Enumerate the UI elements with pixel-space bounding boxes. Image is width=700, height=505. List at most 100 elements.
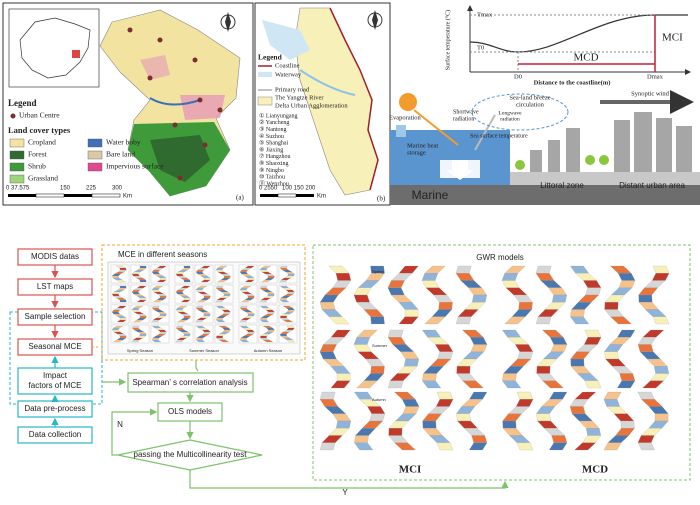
thumbnail-band [574,391,597,400]
annotation: storage [407,149,426,156]
thumbnail-band [247,331,255,335]
thumbnail-band [436,391,454,400]
thumbnail-band [604,351,619,360]
thumbnail-band [398,265,419,274]
thumbnail-band [279,265,288,269]
thumbnail-band [353,287,372,296]
thumbnail-band [223,275,231,279]
thumbnail-band [111,275,120,279]
thumbnail-band [403,358,419,367]
thumbnail-band [203,277,211,281]
thumbnail-band [267,275,275,279]
thumbnail-band [551,435,568,443]
thumbnail-band [603,442,622,451]
thumbnail-band [535,316,552,325]
city-label: ① Lianyungang [259,112,298,119]
thumbnail-band [638,287,658,296]
thumbnail-band [423,366,444,374]
thumbnail-band [395,413,417,422]
thumbnail-band [501,273,519,281]
thumbnail-band [239,319,248,323]
thumbnail-band [370,316,385,325]
thumbnail-band [544,428,566,436]
thumbnail-band [541,399,563,407]
thumbnail-band [260,317,268,321]
thumbnail-band [319,351,337,360]
land-impervious [180,95,225,120]
thumbnail-band [424,316,446,325]
city-label: ⑤ Shanghai [259,140,289,147]
map-b: Legend Coastline Waterway Primary road T… [254,2,391,206]
thumbnail-band [239,339,250,343]
thumbnail-band [151,287,160,291]
buildings [530,112,692,172]
thumbnail-band [505,287,528,296]
thumbnail-band [394,442,416,451]
thumbnail-band [183,333,191,337]
gwr-panel-frame [312,244,691,481]
flow-step: Sample selection [25,312,86,321]
thumbnail-band [402,406,420,414]
thumbnail-band [424,265,446,274]
thumbnail-band [159,295,167,299]
thumbnail-band [503,366,524,374]
flow-step: Data pre-process [24,404,85,413]
thumbnail-band [456,406,475,414]
thumbnail-band [637,435,655,443]
thumbnail-band [570,309,585,317]
thumbnail-band [542,329,564,338]
scale-label: 100 150 200 [282,186,316,192]
thumbnail-band [613,413,635,422]
annotation: Distant urban area [619,181,685,190]
flow-step: factors of MCE [29,381,82,390]
thumbnail-band [570,351,590,360]
panel-title: MCE in different seasons [118,250,207,259]
thumbnail-band [244,279,255,283]
thumbnail-band [549,442,568,451]
thumbnail-band [551,294,567,303]
annotation: MCD [573,52,598,64]
thumbnail-band [456,373,476,381]
flow-branch: Y [342,488,348,497]
thumbnail-band [321,435,343,443]
waterway [262,20,310,60]
annotation: Littoral zone [540,181,584,190]
thumbnail-band [322,358,345,367]
legend-title: Legend [8,98,37,108]
thumbnail-band [570,265,589,274]
thumbnail-band [370,366,385,374]
thumbnail-band [262,339,274,343]
thumbnail-band [136,299,147,303]
annotation: radiation [500,116,520,122]
thumbnail-band [641,399,663,407]
thumbnail-band [156,279,167,283]
thumbnail-band [509,358,531,367]
annotation: D0 [514,73,522,80]
thumbnail-band [280,315,287,319]
thumbnail-band [287,291,295,295]
thumbnail-band [328,265,350,274]
thumbnail-band [584,380,602,389]
thumbnail-band [502,380,522,389]
thumbnail-band [455,316,472,325]
thumbnail-band [183,265,191,269]
thumbnail-band [431,309,453,317]
thumbnail-band [645,309,667,317]
thumbnail-band [259,267,268,271]
thumbnail-band [175,325,184,329]
thumbnail-band [398,316,419,325]
thumbnail-band [648,406,669,414]
annotation: radiation [453,116,474,122]
thumbnail-band [584,329,602,338]
thumbnail-band [119,299,127,303]
compass [367,10,383,30]
thumbnail-band [471,435,488,443]
thumbnail-band [570,316,590,325]
flow-step: MODIS datas [31,252,79,261]
annotation: Synoptic wind [631,90,669,97]
scale-bar [8,193,121,198]
thumbnail-band [422,413,442,422]
thumbnail-band [502,329,521,338]
thumbnail-band [435,344,454,352]
thumbnail-band [280,297,288,301]
